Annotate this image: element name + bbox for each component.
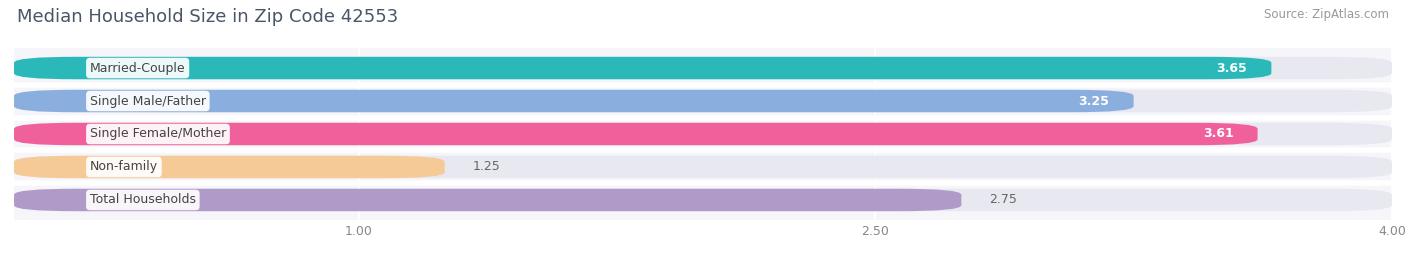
Text: 3.61: 3.61 <box>1202 128 1233 140</box>
Text: Median Household Size in Zip Code 42553: Median Household Size in Zip Code 42553 <box>17 8 398 26</box>
Text: 2.75: 2.75 <box>988 193 1017 206</box>
Text: Source: ZipAtlas.com: Source: ZipAtlas.com <box>1264 8 1389 21</box>
Text: Single Female/Mother: Single Female/Mother <box>90 128 226 140</box>
FancyBboxPatch shape <box>14 123 1257 145</box>
FancyBboxPatch shape <box>14 123 1392 145</box>
FancyBboxPatch shape <box>14 156 444 178</box>
Text: 1.25: 1.25 <box>472 161 501 173</box>
Text: Total Households: Total Households <box>90 193 195 206</box>
Text: Married-Couple: Married-Couple <box>90 62 186 75</box>
Text: Non-family: Non-family <box>90 161 157 173</box>
FancyBboxPatch shape <box>14 57 1271 79</box>
FancyBboxPatch shape <box>14 156 1392 178</box>
FancyBboxPatch shape <box>14 90 1392 112</box>
FancyBboxPatch shape <box>14 90 1133 112</box>
FancyBboxPatch shape <box>14 189 962 211</box>
Text: Single Male/Father: Single Male/Father <box>90 95 205 107</box>
FancyBboxPatch shape <box>14 189 1392 211</box>
Text: 3.25: 3.25 <box>1078 95 1109 107</box>
FancyBboxPatch shape <box>14 57 1392 79</box>
Text: 3.65: 3.65 <box>1216 62 1247 75</box>
